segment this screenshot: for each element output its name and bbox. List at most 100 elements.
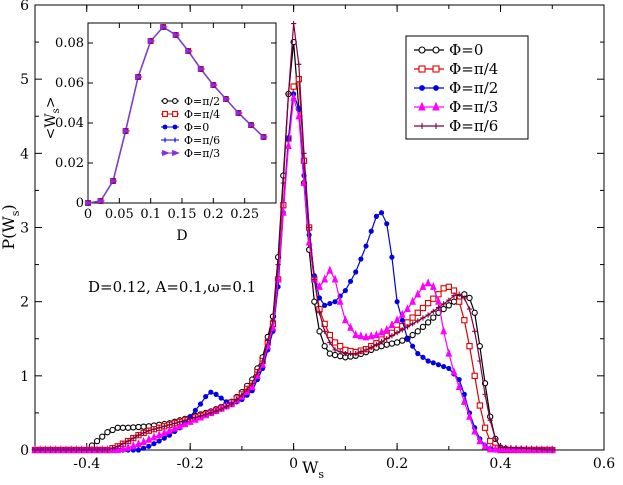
data-point [399,317,405,323]
data-point [383,324,391,333]
data-point [326,350,333,357]
data-point [368,344,374,350]
data-point [203,411,209,417]
data-point [497,444,504,450]
data-point [234,396,240,403]
data-point [260,358,266,364]
data-point [446,365,452,371]
data-point [135,432,142,438]
data-point [311,298,318,305]
legend-marker [419,85,425,91]
data-point [141,445,147,451]
legend-label: Φ=π/6 [449,117,498,135]
data-point [378,210,385,216]
data-point [404,319,411,326]
data-point [166,422,173,428]
data-point [78,447,85,453]
data-point [383,341,390,348]
data-point [316,281,323,290]
data-point [399,337,406,344]
inset-legend-label: Φ=π/6 [184,134,220,147]
data-point [347,278,354,284]
data-point [135,439,142,448]
data-point [445,302,452,309]
inset-xtick-label: 0.05 [105,207,134,222]
data-point [466,306,473,312]
data-point [135,447,142,453]
main-ylabel-sub: s [9,210,22,216]
inset-xtick-label: 0.25 [230,207,259,222]
data-point [544,447,550,453]
data-point [181,419,189,428]
data-point [384,221,390,227]
data-point [492,444,499,453]
data-point [177,419,183,425]
data-point [213,408,219,414]
main-axes-ticks: -0.4 -0.2 0 0.2 0.4 0.6 0 1 2 3 4 5 6 [20,0,615,472]
data-point [151,441,157,447]
legend-marker [432,46,440,54]
legend-marker [433,123,439,129]
legend-entry: Φ=π/4 [414,60,498,78]
data-point [414,289,422,298]
inset-legend-marker [172,124,178,130]
main-ytick-label: 5 [20,72,29,88]
data-point [486,444,494,453]
data-point [481,424,489,431]
main-ytick-label: 1 [20,369,29,385]
data-point [129,441,137,450]
data-point [331,274,339,283]
inset-data-point [122,127,131,135]
main-ylabel-end: ) [0,204,18,210]
data-point [508,445,514,451]
data-point [440,285,447,292]
data-point [146,428,152,434]
data-point [171,423,179,432]
data-point [63,447,69,453]
data-point [471,372,478,379]
legend-entry: Φ=0 [414,41,483,59]
data-point [513,445,519,451]
inset-ytick-label: 0.04 [55,116,84,131]
main-ytick-label: 4 [20,146,29,162]
legend-label: Φ=π/3 [449,98,498,116]
data-point [393,339,401,346]
inset-ytick-label: 0.06 [55,76,84,91]
data-point [120,441,126,447]
data-point [450,367,458,376]
data-point [393,315,401,324]
data-point [124,442,132,451]
data-point [249,380,255,386]
data-point [446,297,452,303]
data-point [322,328,328,334]
data-point [84,447,90,453]
data-point [265,338,271,344]
main-ytick-label: 6 [20,0,29,14]
inset-legend-entry: Φ=π/2 [161,95,220,108]
data-point [347,322,354,331]
data-point [410,343,416,349]
data-point [430,308,436,314]
data-point [415,318,421,324]
inset-legend-marker [172,111,178,117]
data-point [93,437,101,445]
data-point [409,331,416,339]
data-point [327,300,333,307]
inset-xtick-label: 0.2 [203,207,224,222]
data-point [285,91,292,97]
data-point [445,348,453,357]
inset-legend-marker [172,137,178,143]
data-point [420,354,426,360]
data-point [466,411,473,420]
data-point [192,407,198,413]
inset-data-point [135,73,143,81]
main-xtick-label: 0.4 [489,456,511,472]
data-point [114,445,122,454]
inset-axes-ticks: 0 0.05 0.1 0.15 0.2 0.25 0 0.02 0.04 0.06 0.08 [55,23,276,222]
main-xtick-label: 0 [289,456,298,472]
inset-legend-label: Φ=0 [184,121,209,134]
inset-ylabel: <Ws> [43,97,62,140]
inset-legend-label: Φ=π/4 [184,108,220,121]
data-point [378,343,385,350]
data-point [218,395,224,401]
